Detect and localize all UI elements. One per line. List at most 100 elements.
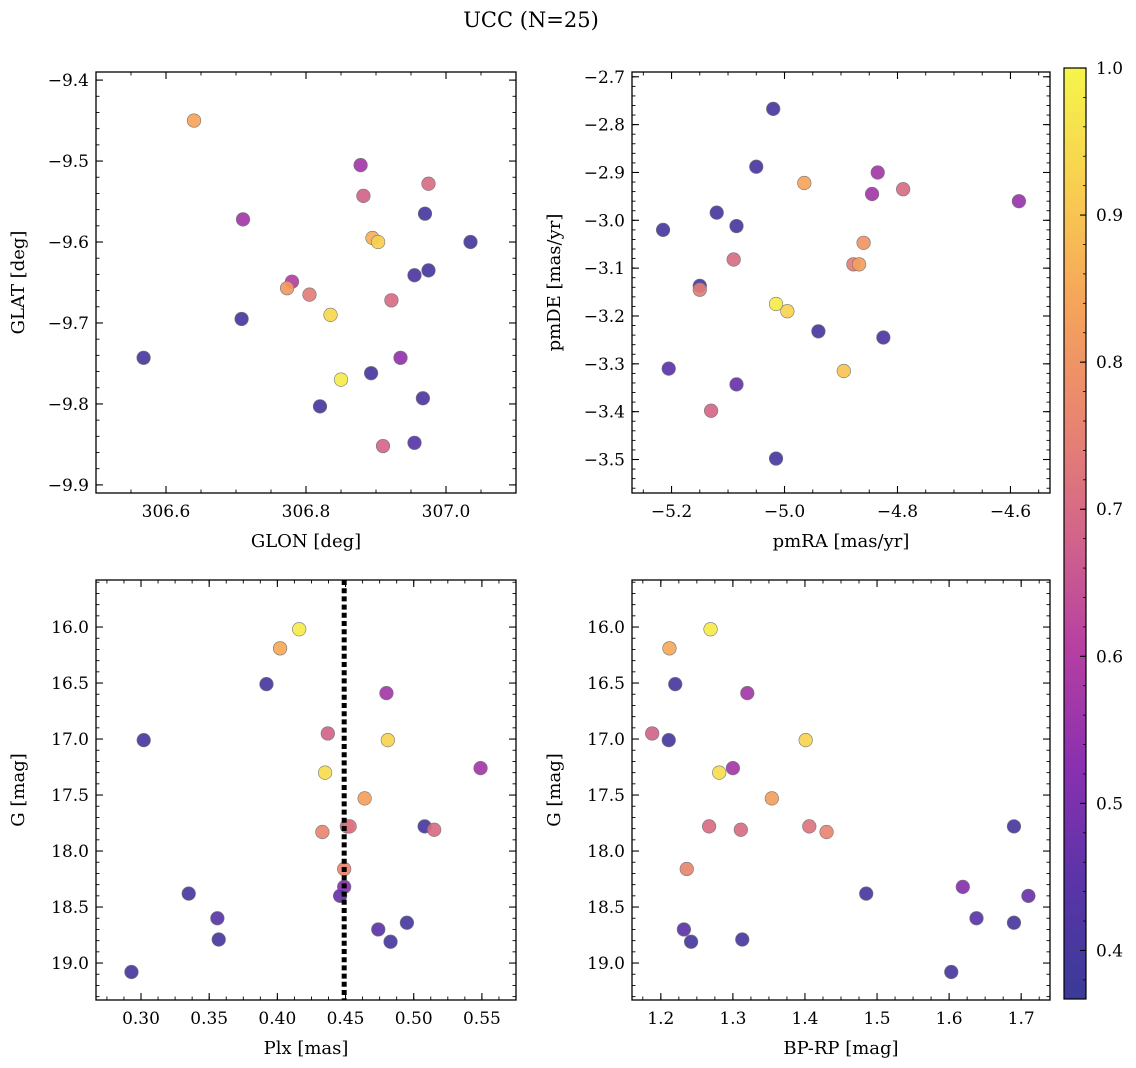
y-tick-label: 17.0 [587, 730, 625, 750]
x-axis-label: BP-RP [mag] [783, 1038, 898, 1059]
x-tick-label: 1.6 [936, 1009, 963, 1029]
colorbar-tick-label: 0.5 [1096, 794, 1123, 814]
scatter-point [364, 366, 379, 381]
scatter-point [655, 222, 671, 237]
x-tick-label: −5.0 [764, 502, 805, 522]
scatter-point [780, 304, 795, 319]
y-tick-label: −9.6 [48, 233, 89, 253]
scatter-point [380, 733, 395, 748]
scatter-point [702, 819, 717, 834]
y-tick-label: 18.0 [51, 842, 89, 862]
axes-frame [95, 71, 517, 494]
scatter-point [211, 932, 226, 947]
y-tick-label: −2.8 [584, 116, 625, 136]
scatter-point [210, 911, 225, 926]
scatter-point [859, 886, 874, 901]
y-tick-label: 16.0 [587, 618, 625, 638]
x-tick-label: −4.6 [990, 502, 1031, 522]
y-axis-label: GLAT [deg] [8, 231, 29, 335]
panel-2: −5.2 −5.0 −4.8 −4.6 −2.7 −2.8 −2.9 −3.0 −3.1 −3.2… [544, 68, 1051, 552]
scatter-point [320, 726, 335, 741]
scatter-point [749, 159, 764, 174]
colorbar-tick-label: 1.0 [1096, 59, 1123, 79]
scatter-point [798, 733, 813, 748]
scatter-point [302, 287, 317, 302]
scatter-point [683, 934, 699, 949]
y-tick-label: 17.5 [51, 786, 89, 806]
scatter-point [1021, 888, 1036, 903]
scatter-point [421, 263, 436, 278]
scatter-point [703, 622, 718, 637]
scatter-point [124, 964, 139, 980]
scatter-point [353, 158, 368, 173]
scatter-point [379, 686, 394, 701]
scatter-point [661, 361, 676, 376]
scatter-point [333, 372, 349, 387]
y-tick-label: −3.3 [584, 355, 625, 375]
scatter-point [668, 677, 683, 692]
x-tick-label: 0.35 [190, 1009, 228, 1029]
scatter-point [259, 677, 274, 692]
scatter-point [851, 257, 867, 272]
scatter-point [186, 113, 202, 128]
y-tick-label: −2.7 [584, 68, 625, 88]
colorbar: 0.4 0.5 0.6 0.7 0.8 0.9 1.0 [1063, 59, 1123, 1000]
x-axis-label: Plx [mas] [264, 1038, 349, 1059]
scatter-point [407, 268, 422, 283]
y-tick-label: −3.1 [584, 259, 625, 279]
scatter-point [856, 235, 871, 250]
y-tick-label: 16.0 [51, 618, 89, 638]
y-tick-label: 17.5 [587, 786, 625, 806]
scatter-point [235, 212, 251, 227]
x-tick-label: −5.2 [651, 502, 692, 522]
y-tick-label: 16.5 [51, 674, 89, 694]
scatter-point [768, 451, 784, 466]
y-tick-label: −2.9 [584, 163, 625, 183]
scatter-point [819, 824, 834, 840]
scatter-point [766, 101, 781, 116]
scatter-point [317, 765, 333, 780]
scatter-point [357, 791, 372, 806]
scatter-point [969, 911, 984, 926]
scatter-point [473, 761, 488, 776]
x-tick-label: 307.0 [422, 502, 471, 522]
panel-4: 1.2 1.3 1.4 1.5 1.6 1.7 16.0 16.5 17.0 17.5 18.0 18… [544, 579, 1051, 1059]
scatter-point [375, 438, 391, 454]
panel-3: 0.30 0.35 0.40 0.45 0.50 0.55 16.0 16.5 17.0 17.5… [8, 579, 517, 1059]
colorbar-tick-label: 0.4 [1096, 941, 1123, 961]
x-tick-label: 0.55 [463, 1009, 501, 1029]
scatter-point [421, 176, 436, 191]
scatter-point [811, 324, 826, 339]
y-axis-label: G [mag] [544, 753, 565, 826]
y-tick-label: −9.5 [48, 152, 89, 172]
x-tick-label: 306.8 [282, 502, 331, 522]
scatter-point [740, 686, 755, 701]
scatter-point [356, 188, 371, 203]
y-axis-label: pmDE [mas/yr] [544, 214, 565, 352]
y-tick-label: 18.5 [51, 898, 89, 918]
x-tick-label: 0.40 [258, 1009, 296, 1029]
scatter-point [679, 861, 694, 877]
scatter-point [764, 791, 779, 806]
colorbar-tick-label: 0.7 [1096, 500, 1123, 520]
panel-1: 306.6 306.8 307.0 −9.4 −9.5 −9.6 −9.7 −9.8 −9.9 G… [8, 71, 517, 552]
scatter-point [234, 311, 249, 327]
scatter-point [407, 435, 422, 450]
scatter-point [870, 165, 885, 180]
y-tick-label: 18.5 [587, 898, 625, 918]
scatter-points [124, 622, 488, 980]
x-tick-label: 1.7 [1008, 1009, 1035, 1029]
scatter-point [836, 363, 851, 379]
scatter-point [703, 403, 719, 418]
y-tick-label: −9.9 [48, 476, 89, 496]
x-tick-label: −4.8 [877, 502, 918, 522]
y-axis-label: G [mag] [8, 753, 29, 826]
scatter-point [136, 733, 151, 748]
scatter-point [136, 350, 151, 365]
scatter-point [371, 922, 386, 937]
colorbar-bar [1063, 67, 1087, 1000]
y-tick-label: −3.2 [584, 307, 625, 327]
scatter-point [709, 205, 724, 220]
scatter-point [712, 765, 727, 780]
